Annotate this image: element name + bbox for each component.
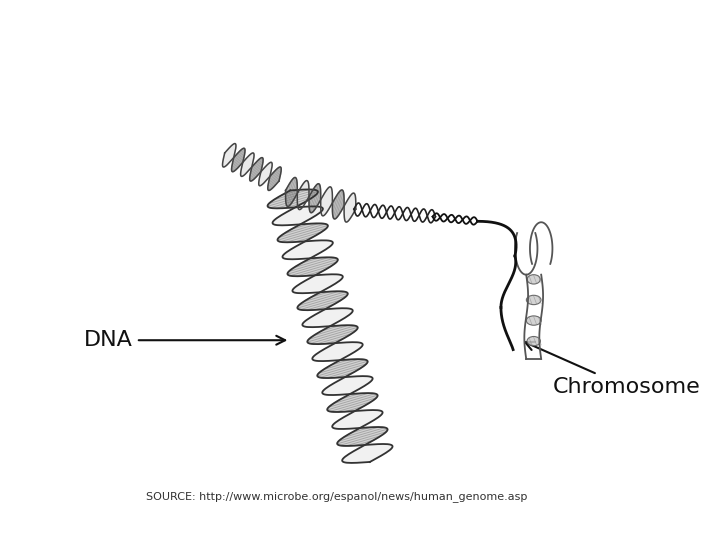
Polygon shape: [222, 144, 236, 167]
Ellipse shape: [526, 316, 541, 325]
Polygon shape: [232, 148, 245, 172]
Text: Chromosome: Chromosome: [526, 342, 700, 397]
Polygon shape: [312, 342, 363, 361]
Polygon shape: [240, 153, 254, 177]
Polygon shape: [302, 308, 353, 327]
Polygon shape: [342, 444, 392, 463]
Polygon shape: [286, 178, 297, 206]
Polygon shape: [250, 158, 263, 181]
Polygon shape: [297, 291, 348, 310]
Polygon shape: [258, 163, 272, 186]
Polygon shape: [287, 258, 338, 276]
Text: SOURCE: http://www.microbe.org/espanol/news/human_genome.asp: SOURCE: http://www.microbe.org/espanol/n…: [146, 491, 528, 502]
Polygon shape: [309, 184, 320, 213]
Polygon shape: [268, 190, 318, 208]
Polygon shape: [277, 224, 328, 242]
Polygon shape: [282, 240, 333, 259]
Polygon shape: [333, 190, 344, 219]
Polygon shape: [332, 410, 382, 429]
Ellipse shape: [526, 295, 541, 305]
Polygon shape: [323, 376, 373, 395]
Polygon shape: [297, 180, 309, 210]
Polygon shape: [268, 167, 282, 191]
Polygon shape: [320, 187, 333, 216]
Text: DNA: DNA: [84, 330, 285, 350]
Polygon shape: [272, 206, 323, 225]
Polygon shape: [292, 274, 343, 293]
Polygon shape: [318, 359, 368, 378]
Ellipse shape: [527, 336, 541, 346]
Polygon shape: [307, 325, 358, 344]
Polygon shape: [327, 393, 378, 412]
Polygon shape: [337, 427, 387, 446]
Ellipse shape: [527, 275, 540, 284]
Polygon shape: [344, 193, 356, 222]
